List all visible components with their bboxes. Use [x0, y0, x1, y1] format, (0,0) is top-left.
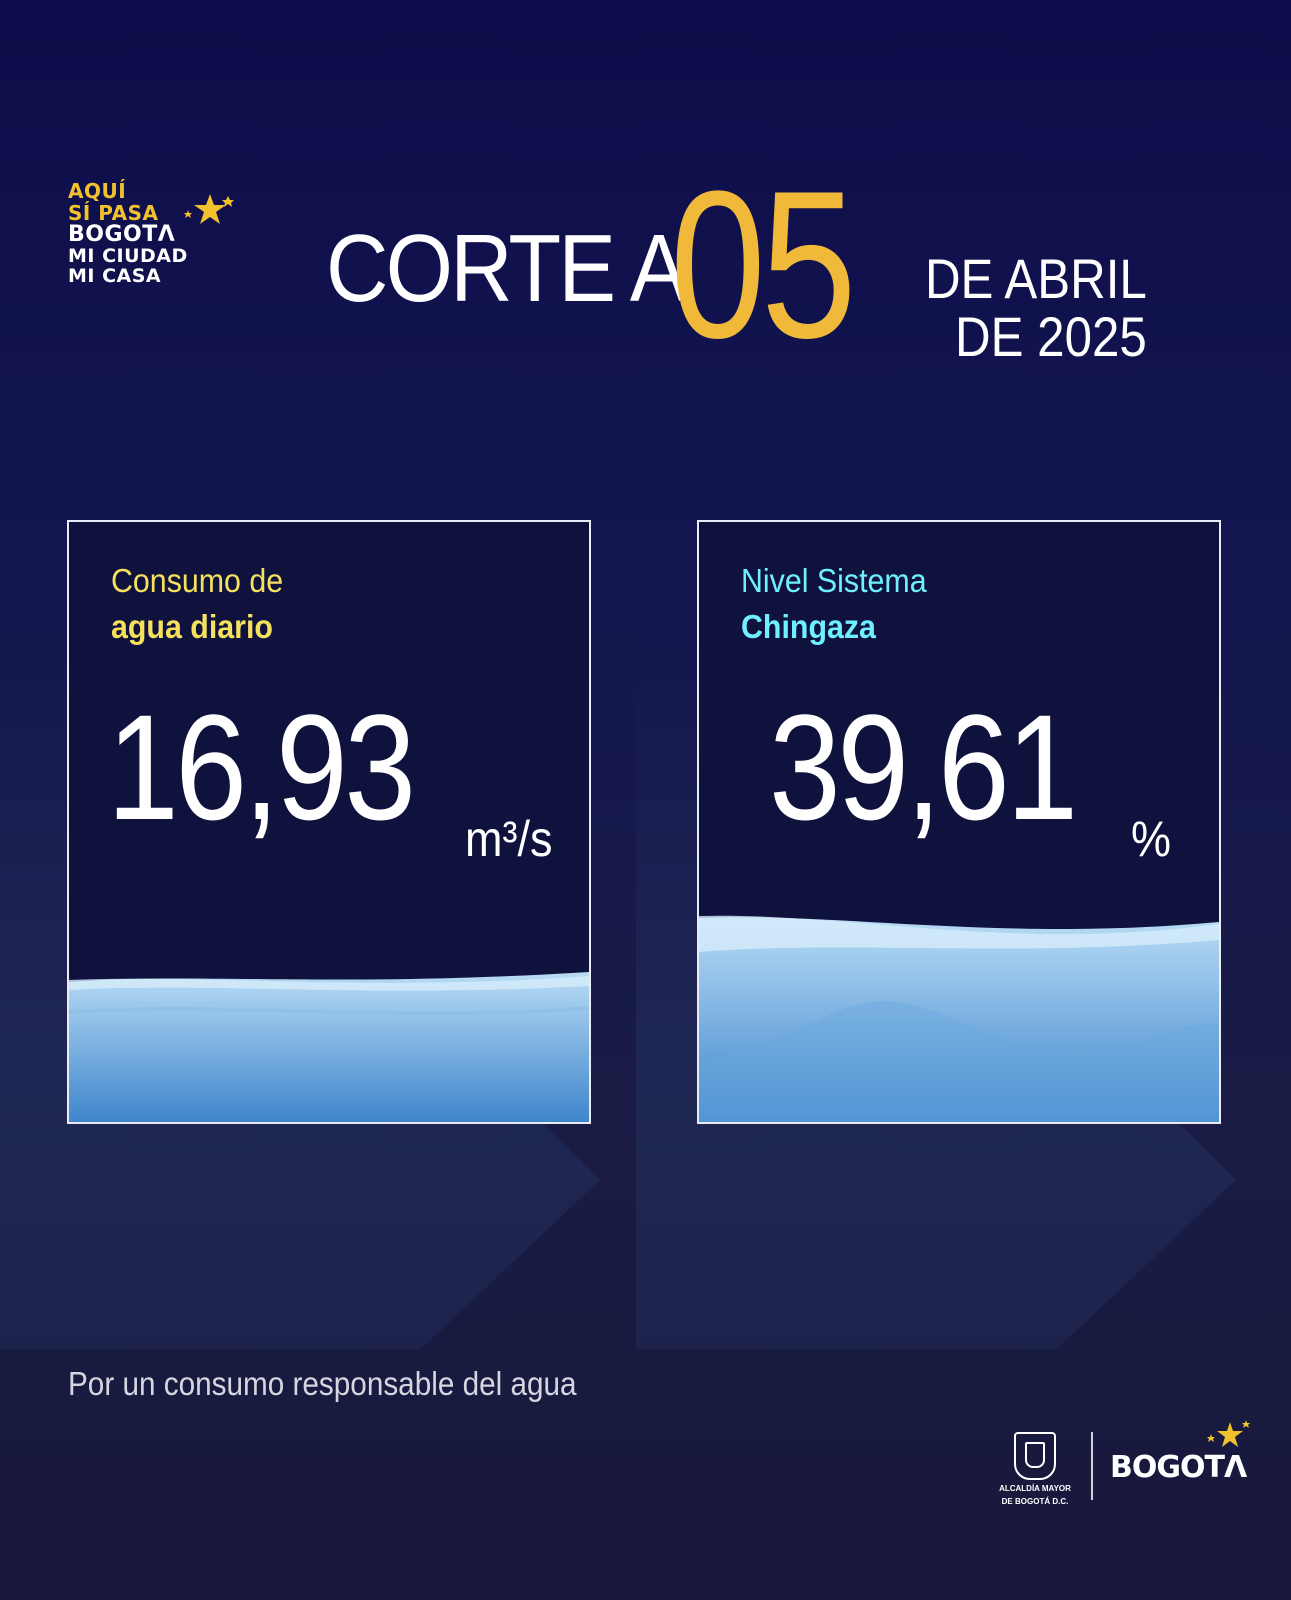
- header-year: DE 2025: [955, 305, 1147, 368]
- logo-line-4: MI CIUDAD: [68, 245, 188, 267]
- footer-tagline: Por un consumo responsable del agua: [68, 1365, 577, 1402]
- header-day: 05: [670, 147, 857, 382]
- card-label-line2: Chingaza: [741, 608, 876, 645]
- logo-line-5: MI CASA: [68, 265, 162, 287]
- card-unit: %: [1131, 811, 1172, 867]
- crest-caption-2: DE BOGOTÁ D.C.: [1001, 1497, 1069, 1506]
- header-date: DE ABRIL DE 2025: [918, 250, 1147, 366]
- footer-divider: [1091, 1432, 1093, 1500]
- shield-icon: [1014, 1432, 1056, 1480]
- star-icon: [184, 194, 234, 224]
- card-label-line1: Nivel Sistema: [741, 562, 927, 599]
- card-value: 39,61: [769, 683, 1078, 851]
- brand-text: BOGOTΛ: [1110, 1450, 1247, 1485]
- logo-line-3: BOGOTΛ: [68, 222, 176, 247]
- chingaza-level-card: Nivel Sistema Chingaza 39,61 %: [697, 520, 1221, 1124]
- water-wave-graphic: [69, 972, 589, 1122]
- water-wave-graphic: [699, 915, 1219, 1122]
- logo-line-2: SÍ PASA: [68, 201, 159, 225]
- crest-caption-1: ALCALDÍA MAYOR: [999, 1484, 1071, 1493]
- logo-line-1: AQUÍ: [68, 179, 127, 203]
- bogota-brand-logo: BOGOTΛ: [1110, 1420, 1250, 1485]
- star-icon: [1207, 1420, 1250, 1447]
- card-label-line2: agua diario: [111, 608, 273, 645]
- water-consumption-card: Consumo de agua diario 16,93 m³/s: [67, 520, 591, 1124]
- header-month: DE ABRIL: [924, 247, 1147, 310]
- card-value: 16,93: [107, 683, 416, 851]
- header-corte: CORTE A: [326, 215, 688, 322]
- alcaldia-crest: ALCALDÍA MAYOR DE BOGOTÁ D.C.: [995, 1432, 1075, 1506]
- campaign-logo: AQUÍ SÍ PASA BOGOTΛ MI CIUDAD MI CASA: [68, 180, 238, 320]
- card-unit: m³/s: [465, 811, 553, 867]
- card-label-line1: Consumo de: [111, 562, 284, 599]
